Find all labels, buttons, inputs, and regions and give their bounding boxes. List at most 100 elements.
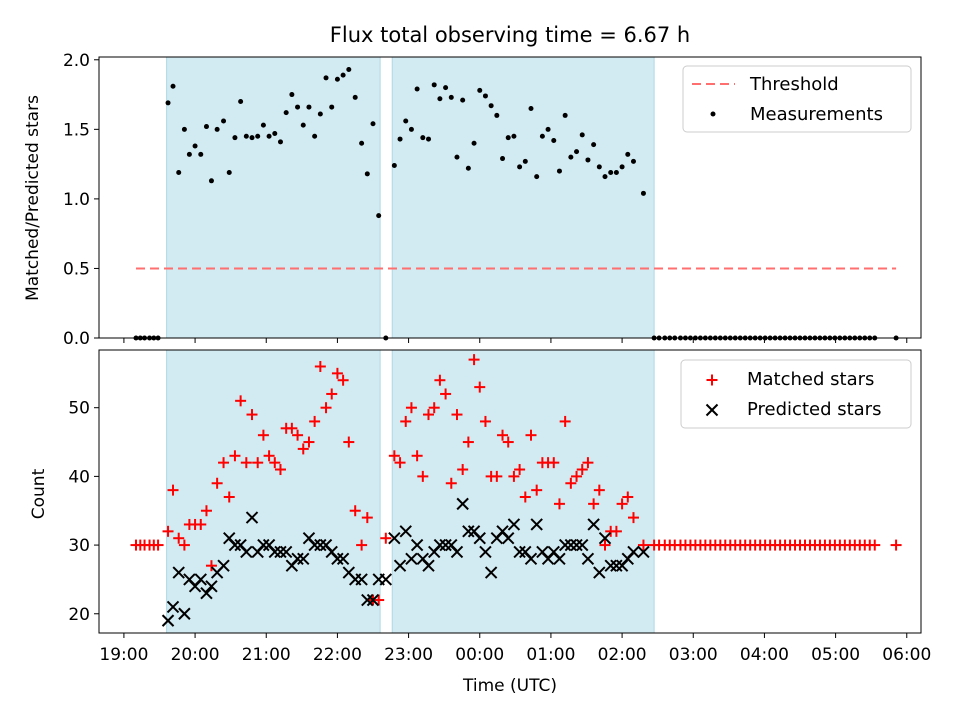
matched-star-point bbox=[274, 464, 286, 476]
measurement-point bbox=[619, 164, 625, 170]
predicted-star-point bbox=[361, 593, 374, 607]
matched-star-point bbox=[434, 374, 446, 386]
bottom-y-tick-label: 20 bbox=[68, 605, 90, 625]
top-shaded-interval bbox=[166, 56, 381, 339]
matched-star-point bbox=[240, 457, 252, 469]
matched-star-point bbox=[162, 525, 174, 537]
matched-star-point bbox=[269, 457, 281, 469]
top-shaded-interval bbox=[391, 56, 655, 339]
top-x-ticks bbox=[123, 338, 908, 343]
measurement-point bbox=[249, 135, 255, 141]
predicted-star-point bbox=[228, 538, 242, 552]
matched-star-point bbox=[303, 436, 315, 448]
legend-matched-label: Matched stars bbox=[747, 369, 874, 390]
matched-star-point bbox=[229, 450, 241, 462]
measurement-point bbox=[579, 132, 585, 138]
measurement-point bbox=[346, 67, 352, 73]
x-tick-label: 21:00 bbox=[242, 645, 291, 665]
predicted-star-point-b bbox=[473, 532, 486, 545]
predicted-star-point-b bbox=[547, 545, 560, 559]
matched-star-point bbox=[263, 450, 275, 462]
predicted-star-point-b bbox=[564, 538, 578, 552]
predicted-star-point-b bbox=[361, 593, 374, 607]
matched-star-point bbox=[320, 402, 332, 414]
predicted-star-point-b bbox=[245, 511, 259, 524]
matched-star-point bbox=[286, 422, 298, 434]
predicted-star-point-b bbox=[524, 552, 538, 566]
x-tick-label: 06:00 bbox=[882, 645, 931, 665]
measurement-point bbox=[221, 118, 227, 124]
predicted-star-point-b bbox=[587, 518, 600, 531]
measurement-point bbox=[323, 75, 329, 81]
predicted-star-point-b bbox=[302, 532, 316, 545]
predicted-star-point-b bbox=[456, 497, 469, 511]
predicted-star-point-b bbox=[450, 545, 464, 559]
bottom-panel: 20 30 40 50 19:00 20:00 21:00 22:00 23:00 00:00 0… bbox=[29, 349, 931, 696]
matched-star-point bbox=[593, 484, 605, 496]
bottom-y-ticks: 20 30 40 50 bbox=[68, 399, 99, 625]
matched-star-point bbox=[423, 409, 435, 421]
measurement-point bbox=[539, 133, 545, 139]
predicted-star-point bbox=[593, 566, 606, 579]
predicted-star-point-b bbox=[297, 552, 310, 566]
chart-title: Flux total observing time = 6.67 h bbox=[330, 23, 690, 47]
matched-star-point bbox=[502, 436, 514, 448]
matched-star-point bbox=[519, 491, 531, 503]
predicted-star-point-b bbox=[610, 559, 623, 572]
measurement-point bbox=[272, 131, 278, 137]
predicted-star-point bbox=[530, 518, 543, 531]
matched-star-point bbox=[314, 360, 326, 372]
measurement-point bbox=[181, 126, 187, 132]
x-tick-label: 19:00 bbox=[99, 645, 148, 665]
measurement-point bbox=[391, 163, 397, 169]
predicted-star-point-b bbox=[379, 573, 393, 586]
predicted-star-point bbox=[570, 538, 583, 552]
legend-matched-marker bbox=[706, 374, 718, 386]
matched-star-point bbox=[205, 560, 217, 572]
predicted-star-point-b bbox=[553, 552, 566, 566]
matched-star-point bbox=[588, 498, 600, 510]
predicted-star-point bbox=[355, 573, 368, 586]
matched-star-point bbox=[627, 512, 639, 524]
bottom-shaded-interval bbox=[166, 349, 381, 634]
measurement-point bbox=[602, 174, 608, 180]
measurement-point bbox=[562, 112, 568, 118]
predicted-star-point bbox=[433, 538, 447, 552]
measurement-point bbox=[488, 103, 494, 109]
measurement-point bbox=[505, 135, 511, 141]
predicted-star-point-b bbox=[558, 538, 572, 552]
legend-measurements-label: Measurements bbox=[750, 104, 883, 125]
measurement-point bbox=[465, 165, 471, 171]
predicted-star-point-b bbox=[513, 545, 526, 559]
predicted-star-point-b bbox=[279, 545, 293, 559]
measurement-point bbox=[414, 86, 420, 92]
measurement-point bbox=[198, 151, 204, 157]
predicted-star-point bbox=[450, 545, 464, 559]
x-tick-label: 20:00 bbox=[171, 645, 220, 665]
predicted-star-point bbox=[456, 497, 469, 511]
count-points bbox=[130, 354, 902, 627]
measurement-point bbox=[431, 82, 437, 88]
predicted-star-point-b bbox=[581, 552, 595, 566]
measurement-point bbox=[494, 112, 500, 118]
matched-star-point bbox=[610, 525, 622, 537]
x-tick-label: 00:00 bbox=[455, 645, 504, 665]
measurement-point bbox=[266, 133, 272, 139]
predicted-star-point bbox=[576, 538, 589, 552]
top-y-tick-label: 0.0 bbox=[63, 329, 90, 349]
predicted-star-point bbox=[314, 538, 327, 552]
predicted-star-point bbox=[439, 538, 452, 552]
predicted-star-point bbox=[637, 545, 650, 559]
measurement-point bbox=[306, 104, 312, 110]
measurement-point bbox=[289, 92, 295, 98]
matched-star-point bbox=[462, 436, 474, 448]
matched-star-point bbox=[508, 470, 520, 482]
predicted-star-point bbox=[502, 532, 515, 545]
top-legend-box bbox=[682, 65, 912, 133]
measurement-point bbox=[232, 135, 238, 141]
predicted-star-point-b bbox=[439, 538, 452, 552]
bottom-y-tick-label: 40 bbox=[68, 467, 90, 487]
predicted-star-point bbox=[194, 573, 207, 586]
measurement-point bbox=[534, 174, 540, 180]
measurement-point bbox=[186, 151, 192, 157]
